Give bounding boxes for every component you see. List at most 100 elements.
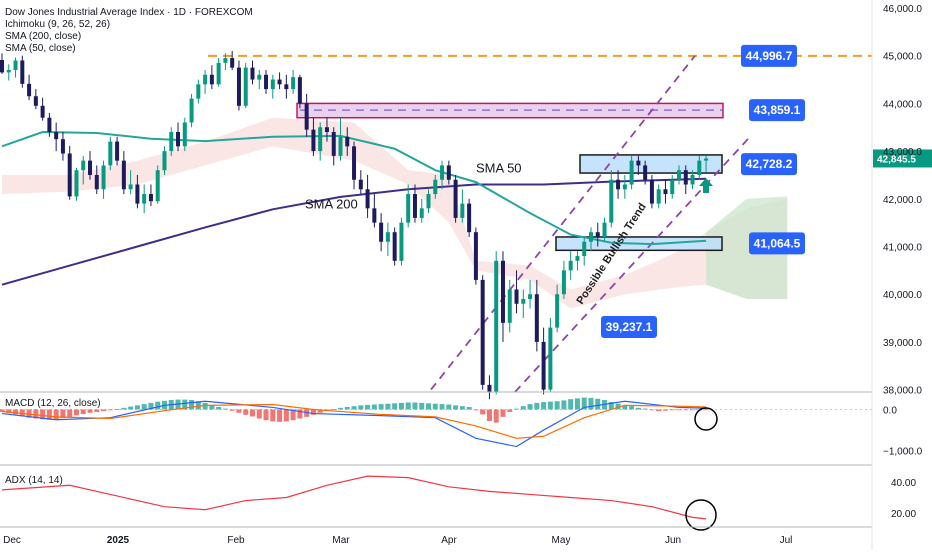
macd-histogram-bar — [33, 409, 39, 419]
candle-body — [656, 189, 661, 204]
level-label: 41,064.5 — [754, 236, 801, 250]
candle-body — [643, 165, 648, 180]
candle-body — [683, 170, 688, 185]
macd-histogram-bar — [690, 409, 696, 411]
candle-body — [148, 194, 153, 202]
x-tick-label: Jun — [665, 535, 681, 546]
macd-histogram-bar — [392, 403, 398, 410]
candle-body — [514, 289, 519, 304]
zones — [208, 54, 872, 252]
candle-body — [135, 184, 140, 204]
channel-lower-line — [514, 136, 751, 393]
macd-histogram-bar — [520, 406, 526, 410]
legend-sma200[interactable]: SMA (200, close) — [5, 31, 82, 42]
candle-body — [128, 184, 133, 190]
macd-histogram-bar — [317, 409, 323, 413]
candle-body — [460, 203, 465, 218]
macd-histogram-bar — [432, 403, 438, 410]
macd-histogram-bar — [493, 409, 499, 423]
candle-body — [419, 208, 424, 218]
macd-histogram-bar — [426, 403, 432, 410]
macd-histogram-bar — [283, 409, 289, 422]
sma200-line — [1, 177, 707, 286]
legend-ichimoku[interactable]: Ichimoku (9, 26, 52, 26) — [5, 19, 111, 30]
candle-body — [40, 105, 45, 118]
macd-histogram-bar — [561, 400, 567, 410]
legend-sma50[interactable]: SMA (50, close) — [5, 43, 76, 54]
candle-body — [67, 153, 72, 197]
candle-body — [196, 84, 201, 99]
macd-histogram-bar — [304, 409, 310, 417]
candle-body — [270, 79, 275, 90]
adx-line — [1, 475, 707, 520]
candle-body — [162, 151, 167, 171]
macd-histogram-bar — [290, 409, 296, 421]
x-tick-label: May — [552, 535, 571, 546]
y-tick-label: 39,000.0 — [883, 338, 922, 349]
candle-body — [697, 160, 702, 175]
macd-histogram-bar — [216, 407, 222, 410]
candle-body — [541, 341, 546, 390]
macd-histogram-bar — [26, 409, 32, 418]
macd-histogram-bar — [662, 409, 668, 411]
candle-body — [534, 294, 539, 342]
candle-body — [467, 203, 472, 233]
candle-body — [33, 96, 38, 106]
legend-adx[interactable]: ADX (14, 14) — [5, 475, 63, 486]
candle-body — [358, 179, 363, 190]
sma50-annotation: SMA 50 — [476, 161, 522, 176]
candle-body — [203, 74, 208, 85]
candle-body — [47, 117, 52, 133]
macd-histogram-bar — [209, 404, 215, 410]
macd-histogram-bar — [547, 401, 553, 410]
macd-histogram-bar — [270, 409, 276, 422]
candle-body — [677, 170, 681, 180]
candle-body — [399, 222, 404, 261]
macd-histogram-bar — [595, 398, 601, 410]
candle-body — [230, 58, 235, 68]
macd-histogram-bar — [405, 402, 411, 410]
candle-body — [264, 74, 269, 90]
candle-body — [704, 158, 709, 161]
y-tick-label: 43,000.0 — [883, 147, 922, 158]
y-tick-label: 42,000.0 — [883, 195, 922, 206]
macd-histogram-bar — [310, 409, 316, 415]
candle-body — [338, 136, 343, 156]
candle-body — [223, 58, 228, 63]
macd-histogram-bar — [249, 409, 255, 417]
candle-body — [115, 141, 120, 161]
candle-body — [6, 70, 11, 73]
macd-histogram-bar — [114, 409, 120, 410]
candle-body — [331, 132, 336, 156]
candle-body — [27, 83, 32, 97]
macd-histogram-bar — [398, 402, 404, 410]
candle-body — [257, 74, 262, 80]
candle-body — [20, 60, 25, 84]
macd-histogram-bar — [466, 407, 472, 410]
macd-histogram-bar — [101, 409, 107, 412]
y-tick-label: 45,000.0 — [883, 52, 922, 63]
macd-histogram-bar — [554, 401, 560, 410]
legend-macd[interactable]: MACD (12, 26, close) — [5, 398, 101, 409]
candle-body — [243, 67, 248, 106]
candle-body — [324, 127, 329, 133]
candle-body — [54, 132, 59, 140]
up-arrow-icon — [699, 178, 713, 193]
macd-histogram-bar — [297, 409, 303, 419]
candle-body — [297, 77, 302, 104]
upper-zone — [579, 154, 723, 174]
macd-histogram-bar — [615, 403, 621, 410]
macd-histogram-bar — [412, 402, 418, 410]
macd-histogram-bar — [60, 409, 66, 419]
macd-histogram-bar — [338, 407, 343, 410]
macd-histogram-bar — [94, 409, 100, 412]
candle-body — [670, 179, 675, 195]
macd-histogram-bar — [53, 409, 59, 420]
candle-body — [155, 170, 160, 202]
macd-histogram-bar — [683, 409, 689, 411]
macd-histogram-bar — [642, 408, 648, 410]
macd-histogram-bar — [46, 409, 52, 420]
macd-histogram-bar — [574, 398, 580, 410]
